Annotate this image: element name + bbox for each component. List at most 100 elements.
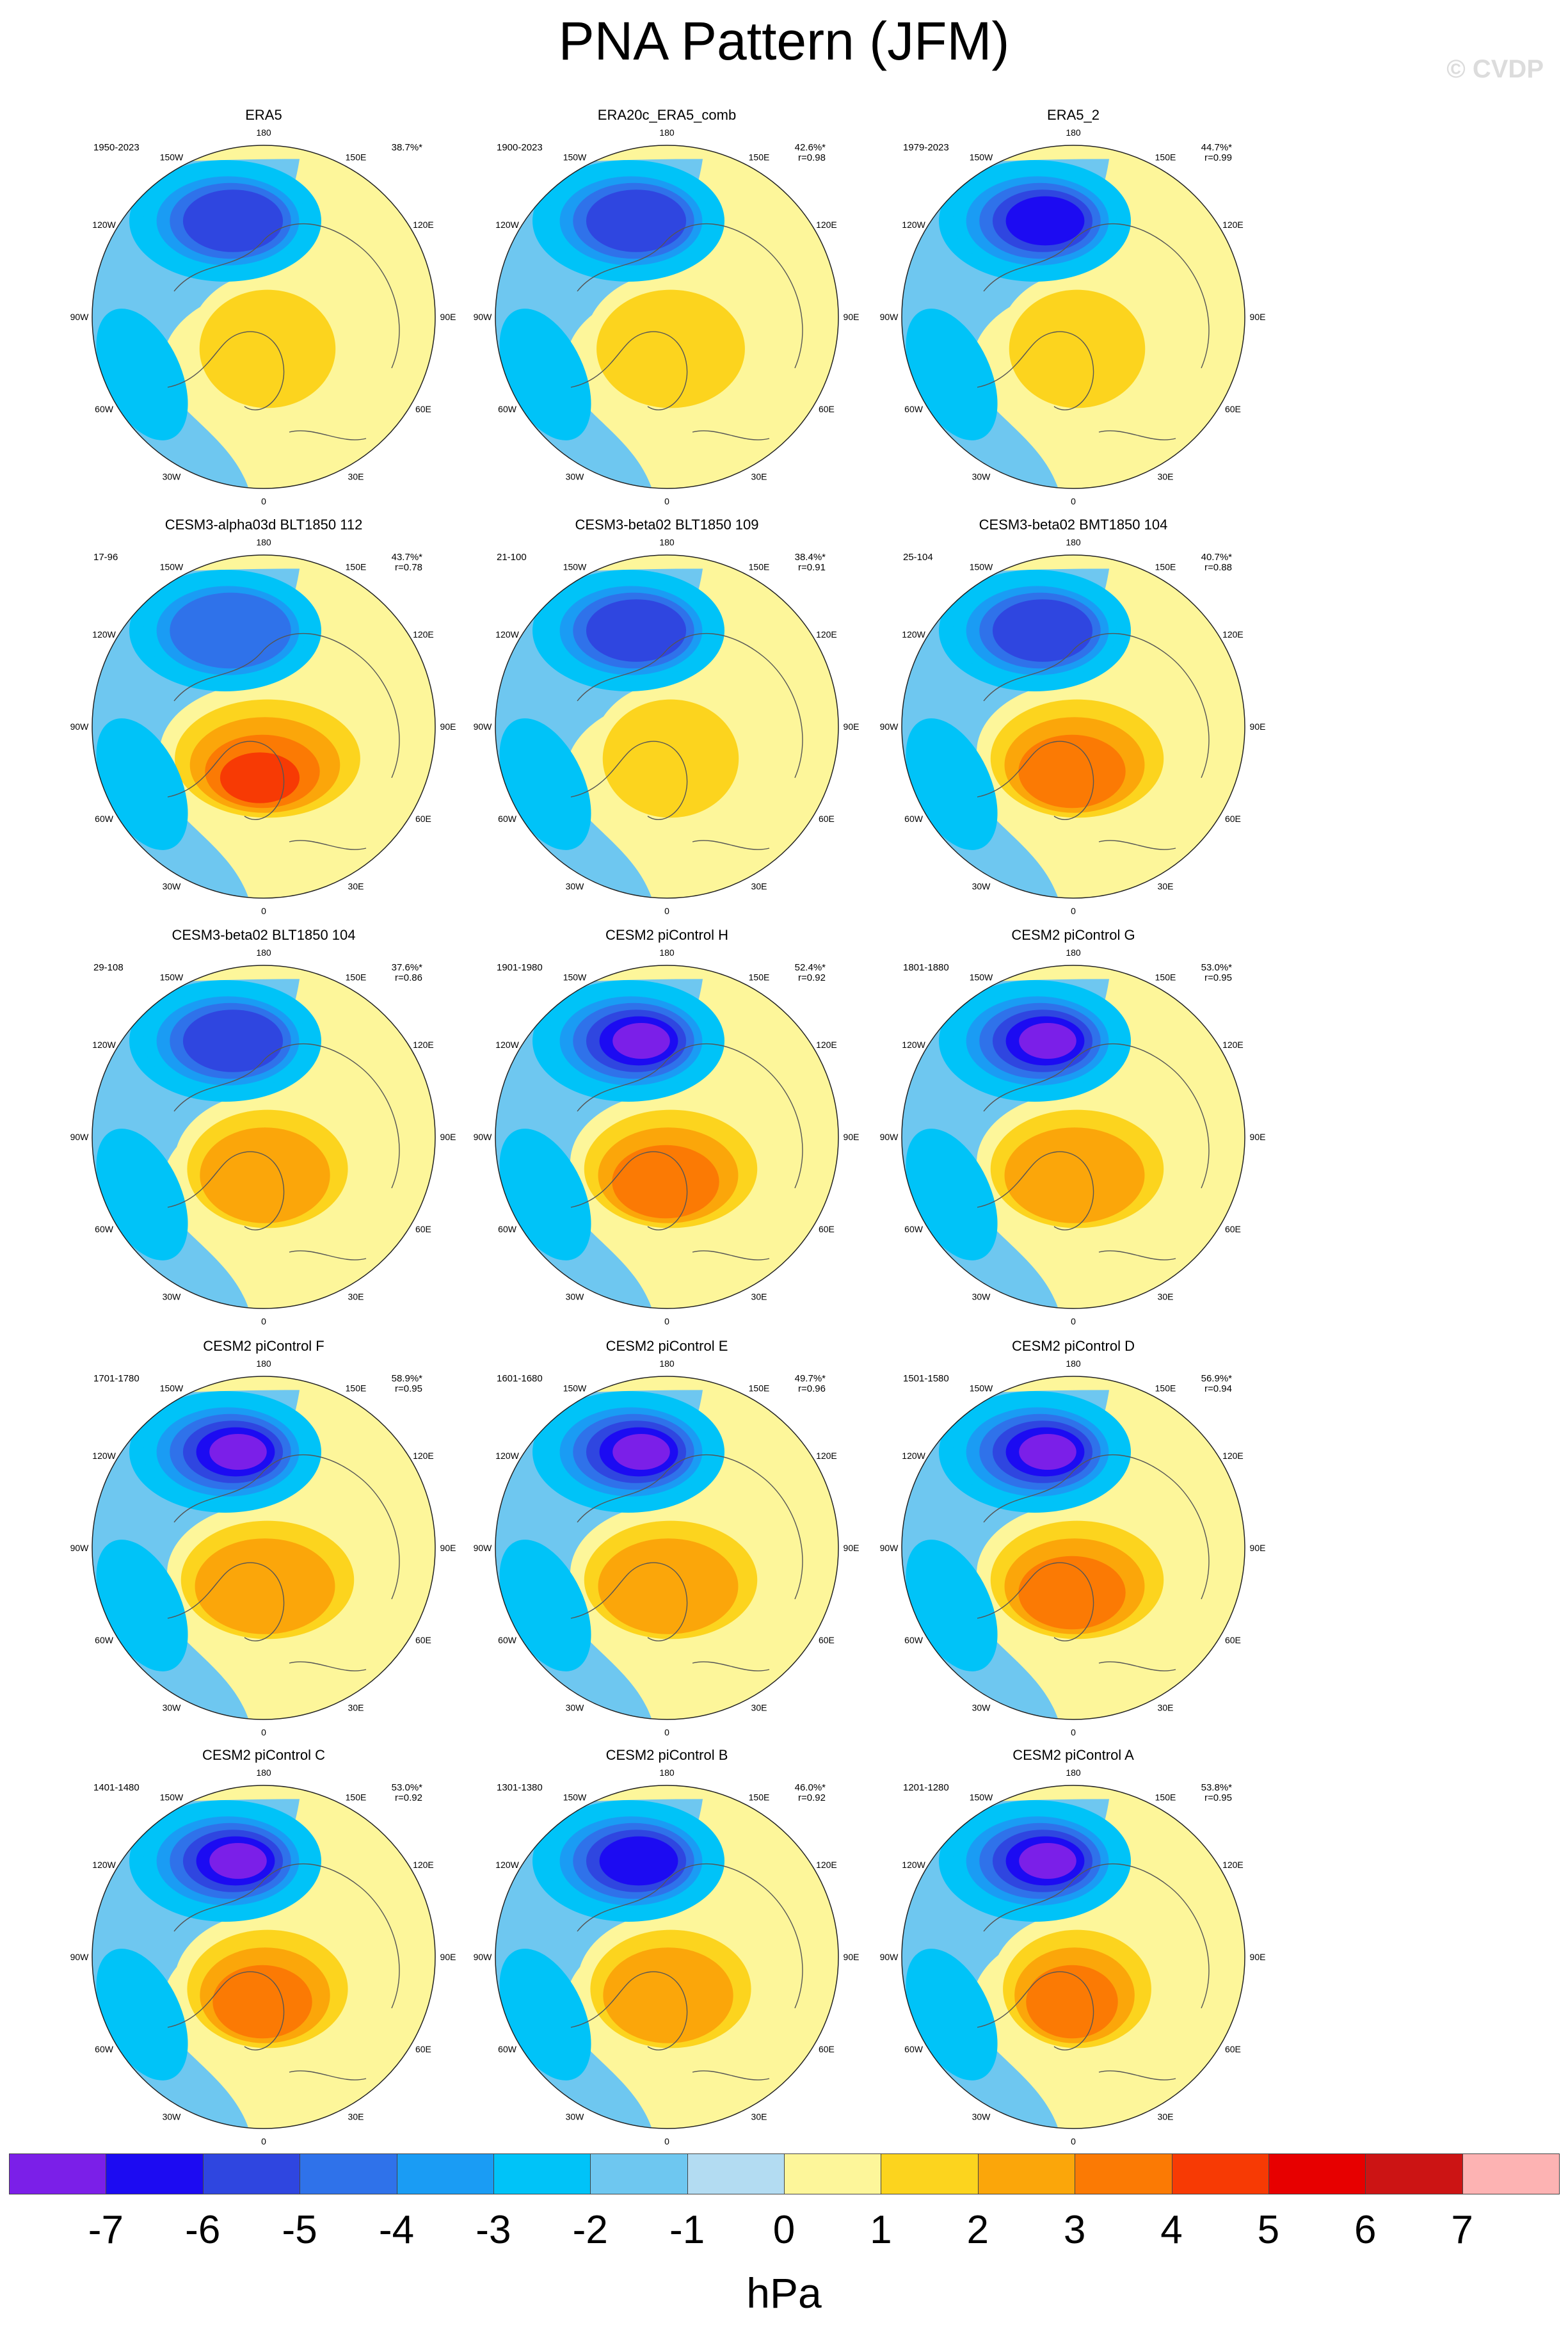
longitude-label: 120W	[92, 1040, 116, 1050]
longitude-label: 60E	[819, 2044, 835, 2054]
longitude-label: 60E	[415, 1224, 431, 1234]
panel-years: 1801-1880	[903, 962, 949, 973]
map-panel-svg: CESM2 piControl G 1801-1880 53.0%*r=0.95 18…	[880, 927, 1266, 1326]
longitude-label: 90E	[440, 1952, 456, 1962]
longitude-label: 90W	[880, 312, 899, 322]
coastlines	[570, 632, 803, 850]
panel-variance: 52.4%*	[795, 962, 826, 973]
colorbar-box	[977, 2153, 1076, 2194]
panel-variance: 43.7%*	[392, 552, 423, 563]
map-panel: CESM2 piControl H 1901-1980 52.4%* r=0.92 18…	[403, 926, 928, 1335]
longitude-label: 90E	[844, 721, 860, 732]
map-panel-svg: ERA5_2 1979-2023 44.7%*r=0.99 180 150E 120E 90…	[880, 107, 1266, 506]
longitude-label: 90E	[844, 1543, 860, 1553]
longitude-label: 60E	[415, 814, 431, 824]
longitude-label: 60W	[498, 1635, 517, 1645]
longitude-label: 60W	[904, 814, 924, 824]
pattern-fill	[902, 965, 1245, 1308]
longitude-label: 150W	[563, 152, 587, 163]
longitude-label: 60W	[904, 404, 924, 414]
longitude-label: 120W	[902, 1451, 925, 1461]
panel-years: 1979-2023	[903, 142, 949, 153]
longitude-label: 150E	[1155, 1383, 1176, 1394]
longitude-label: 180	[659, 127, 675, 138]
longitude-label: 30W	[566, 2111, 585, 2121]
panel-years: 1901-1980	[497, 962, 543, 973]
longitude-label: 0	[261, 906, 266, 916]
panel-correlation: r=0.92	[798, 1792, 826, 1803]
colorbar-box	[590, 2153, 688, 2194]
coastlines	[977, 223, 1210, 440]
map-outline	[901, 554, 1245, 899]
longitude-label: 0	[1071, 906, 1076, 916]
longitude-label: 60W	[95, 1635, 114, 1645]
panel-years: 1900-2023	[497, 142, 543, 153]
longitude-label: 180	[256, 537, 271, 547]
panel-variance: 58.9%*	[392, 1373, 423, 1384]
colorbar-box	[1365, 2153, 1463, 2194]
longitude-label: 90E	[1250, 721, 1266, 732]
panel-years: 17-96	[93, 552, 118, 563]
longitude-label: 120E	[1222, 629, 1244, 640]
panel-years: 1501-1580	[903, 1373, 949, 1384]
longitude-label: 150W	[563, 1792, 587, 1803]
map-outline	[92, 145, 436, 489]
panel-title: CESM2 piControl A	[1012, 1747, 1134, 1763]
panel-years: 25-104	[903, 552, 933, 563]
longitude-label: 90E	[844, 1132, 860, 1142]
longitude-label: 120E	[413, 1040, 434, 1050]
longitude-label: 180	[256, 1358, 271, 1369]
coastlines	[570, 223, 803, 440]
map-outline	[92, 1376, 436, 1720]
longitude-label: 60W	[498, 814, 517, 824]
longitude-label: 30E	[751, 2111, 767, 2121]
longitude-label: 90W	[70, 721, 90, 732]
panel-variance: 40.7%*	[1201, 552, 1233, 563]
longitude-label: 150E	[1155, 562, 1176, 572]
coastlines	[167, 1863, 400, 2080]
longitude-label: 90W	[70, 1952, 90, 1962]
pattern-fill	[902, 555, 1245, 898]
longitude-label: 0	[664, 906, 669, 916]
map-panel: CESM2 piControl E 1601-1680 49.7%* r=0.96 18…	[403, 1337, 928, 1746]
longitude-label: 90E	[1250, 1132, 1266, 1142]
longitude-label: 90W	[474, 1132, 493, 1142]
credit-watermark: © CVDP	[1446, 55, 1544, 83]
longitude-label: 180	[256, 127, 271, 138]
longitude-label: 150E	[749, 152, 770, 163]
longitude-label: 30W	[163, 2111, 182, 2121]
panel-correlation: r=0.98	[798, 152, 826, 163]
map-panel: CESM2 piControl B 1301-1380 46.0%* r=0.92 18…	[403, 1746, 928, 2155]
coastlines	[977, 1454, 1210, 1671]
longitude-label: 90E	[440, 1132, 456, 1142]
map-outline	[901, 145, 1245, 489]
longitude-label: 90W	[880, 721, 899, 732]
longitude-label: 0	[664, 1316, 669, 1326]
colorbar-tick-label: -4	[378, 2208, 415, 2252]
longitude-label: 90W	[70, 1543, 90, 1553]
longitude-label: 60E	[1225, 1224, 1241, 1234]
map-panel-svg: CESM3-beta02 BLT1850 104 29-108 37.6%*r=0.…	[70, 927, 456, 1326]
colorbar-tick-label: 2	[966, 2208, 989, 2252]
longitude-label: 30W	[972, 1291, 991, 1301]
panel-years: 21-100	[497, 552, 527, 563]
longitude-label: 90W	[474, 1543, 493, 1553]
panel-years: 1701-1780	[93, 1373, 140, 1384]
longitude-label: 120E	[1222, 220, 1244, 230]
map-panel: ERA5_2 1979-2023 44.7%* r=0.99 180 150E 120E 90…	[810, 106, 1334, 515]
colorbar-tick-label: -2	[572, 2208, 608, 2252]
longitude-label: 120E	[816, 629, 837, 640]
longitude-label: 30E	[1158, 471, 1174, 481]
longitude-label: 0	[261, 1727, 266, 1737]
panel-title: ERA5	[245, 107, 282, 123]
map-panel-svg: CESM2 piControl D 1501-1580 56.9%*r=0.94 18…	[880, 1338, 1266, 1737]
panel-years: 1401-1480	[93, 1782, 140, 1793]
longitude-label: 90E	[1250, 1543, 1266, 1553]
colorbar-box	[1075, 2153, 1172, 2194]
longitude-label: 120E	[816, 220, 837, 230]
longitude-label: 180	[659, 947, 675, 958]
colorbar-box	[493, 2153, 591, 2194]
panel-correlation: r=0.96	[798, 1383, 826, 1394]
map-panel: CESM2 piControl D 1501-1580 56.9%* r=0.94 18…	[810, 1337, 1334, 1746]
coastlines	[570, 1454, 803, 1671]
